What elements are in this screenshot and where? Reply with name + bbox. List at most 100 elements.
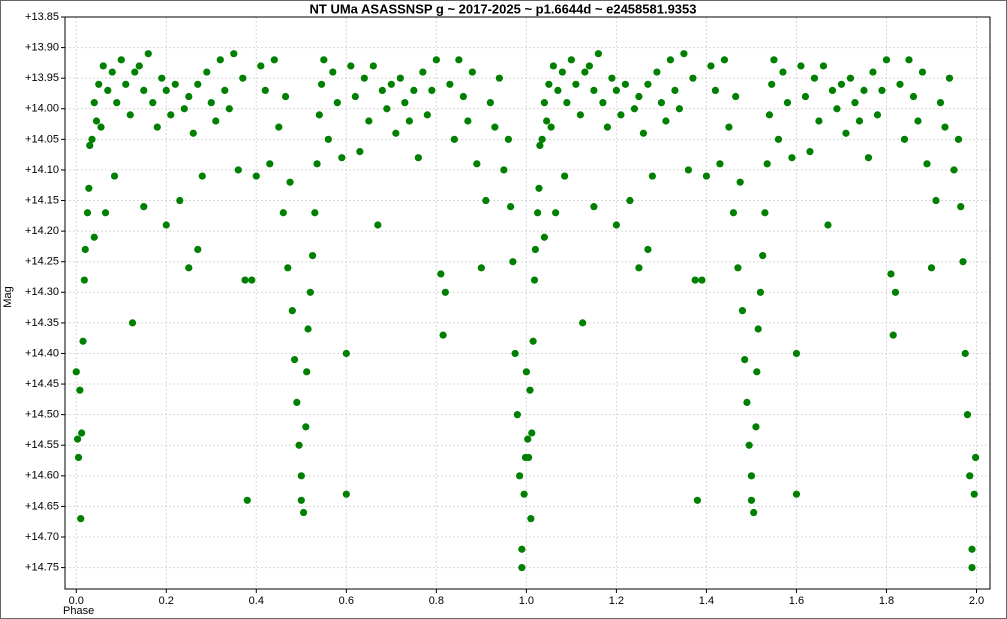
data-point — [90, 99, 98, 107]
data-point — [968, 545, 976, 553]
data-point — [590, 203, 598, 211]
data-point — [968, 563, 976, 572]
data-point — [167, 111, 175, 119]
data-point — [500, 166, 508, 174]
data-point — [446, 80, 454, 88]
data-point — [297, 496, 305, 504]
data-point — [225, 105, 233, 113]
data-point — [878, 86, 886, 95]
data-point — [85, 184, 93, 192]
data-point — [961, 349, 969, 358]
data-point — [815, 117, 823, 125]
data-point — [909, 92, 918, 101]
data-point — [311, 209, 319, 217]
x-tick-label: 1.2 — [609, 595, 624, 607]
data-point — [563, 99, 571, 107]
data-point — [549, 62, 557, 70]
data-point — [342, 490, 350, 498]
chart-title: NT UMa ASASSNSP g ~ 2017-2025 ~ p1.6644d… — [310, 1, 697, 16]
y-tick-label: +13.95 — [25, 72, 59, 84]
data-point — [365, 117, 373, 125]
data-point — [356, 147, 364, 156]
data-point — [971, 453, 980, 462]
data-point — [171, 80, 179, 88]
data-point — [855, 117, 864, 125]
data-point — [738, 307, 747, 315]
data-point — [765, 111, 774, 119]
data-point — [792, 490, 801, 498]
data-point — [293, 398, 301, 407]
data-point — [536, 141, 544, 150]
data-point — [299, 508, 308, 517]
data-point — [135, 62, 143, 70]
data-point — [511, 349, 519, 358]
data-point — [241, 276, 249, 284]
data-point — [80, 276, 88, 284]
data-point — [525, 453, 533, 462]
data-point — [286, 178, 294, 186]
data-point — [378, 86, 386, 95]
data-point — [128, 319, 137, 327]
data-point — [734, 264, 742, 272]
data-point — [468, 68, 476, 76]
y-tick-label: +14.75 — [25, 561, 59, 573]
data-point — [518, 563, 526, 572]
data-point — [768, 80, 776, 88]
data-point — [945, 74, 954, 82]
data-point — [504, 135, 512, 143]
data-point — [74, 453, 83, 462]
data-point — [513, 411, 521, 419]
data-point — [281, 92, 290, 101]
data-point — [117, 56, 125, 64]
data-point — [783, 99, 792, 107]
x-tick-label: 0.8 — [429, 595, 444, 607]
data-point — [662, 117, 670, 125]
data-point — [558, 68, 566, 76]
data-point — [95, 80, 103, 88]
data-point — [891, 288, 900, 296]
data-point — [754, 325, 762, 333]
data-point — [216, 56, 224, 64]
data-point — [88, 135, 96, 143]
data-point — [324, 135, 332, 143]
data-point — [77, 515, 85, 523]
data-point — [383, 105, 391, 113]
x-tick-label: 0.6 — [339, 595, 354, 607]
data-point — [810, 74, 819, 82]
data-point — [579, 319, 587, 327]
data-point — [707, 62, 715, 70]
data-point — [729, 209, 738, 217]
data-point — [684, 166, 693, 174]
y-tick-label: +14.25 — [25, 256, 59, 268]
data-point — [644, 80, 652, 88]
data-point — [612, 86, 620, 95]
data-point — [671, 86, 679, 95]
data-point — [207, 99, 215, 107]
data-point — [360, 74, 368, 82]
data-point — [162, 221, 170, 229]
y-tick-label: +14.45 — [25, 378, 59, 390]
data-point — [243, 496, 251, 504]
data-point — [581, 68, 589, 76]
data-point — [79, 337, 87, 345]
data-point — [547, 123, 555, 131]
data-point — [284, 264, 292, 272]
data-point — [702, 172, 711, 180]
data-point — [900, 135, 909, 143]
data-point — [113, 99, 121, 107]
data-point — [140, 86, 148, 95]
data-point — [745, 441, 753, 449]
data-point — [698, 276, 706, 284]
data-point — [860, 86, 868, 95]
data-point — [491, 123, 499, 131]
data-point — [275, 123, 283, 131]
data-point — [288, 307, 296, 315]
data-point — [528, 429, 536, 437]
y-tick-label: +14.30 — [25, 286, 59, 298]
data-point — [194, 80, 202, 88]
data-point — [923, 160, 931, 168]
data-point — [441, 288, 449, 296]
data-point — [122, 80, 130, 88]
data-point — [954, 135, 963, 143]
data-point — [396, 74, 404, 82]
